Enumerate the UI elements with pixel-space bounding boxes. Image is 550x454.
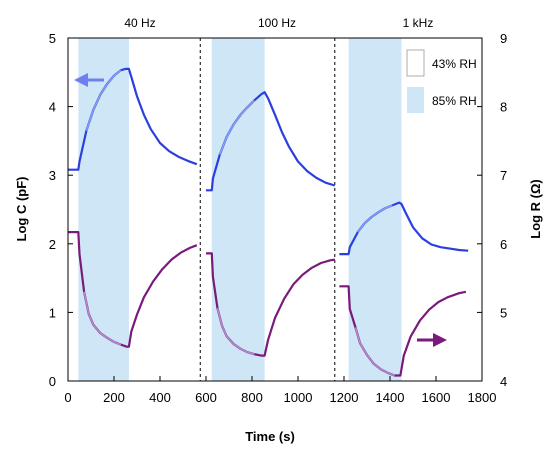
y-right-tick-label: 4 [500, 374, 507, 389]
series-left-segment-2-inner [357, 204, 393, 233]
y-right-tick-label: 8 [500, 100, 507, 115]
legend-swatch-0 [406, 49, 425, 77]
y-right-axis-title: Log R (Ω) [528, 179, 543, 239]
series-right-segment-1-inner [216, 308, 255, 355]
y-left-tick-label: 3 [49, 168, 56, 183]
panel-labels: 40 Hz 100 Hz 1 kHz [124, 16, 433, 30]
y-left-tick-label: 1 [49, 305, 56, 320]
plot-border [67, 37, 483, 382]
legend-label-0: 43% RH [432, 57, 477, 71]
rh85-band-2 [348, 38, 402, 381]
rh85-band-0 [78, 38, 129, 381]
panel-label-0: 40 Hz [124, 16, 155, 30]
y-left-axis-ticks: 0 1 2 3 4 5 [49, 31, 73, 389]
x-tick-label: 0 [64, 390, 71, 405]
x-tick-label: 1800 [468, 390, 497, 405]
plot-frame [67, 37, 483, 382]
left-axis-arrow-head [74, 73, 88, 87]
y-right-tick-label: 6 [500, 237, 507, 252]
y-left-axis-title: Log C (pF) [14, 177, 29, 242]
x-tick-label: 800 [241, 390, 263, 405]
series-lines [68, 67, 469, 377]
rh85-band-1 [211, 38, 265, 381]
panel-label-2: 1 kHz [403, 16, 434, 30]
panel-label-1: 100 Hz [258, 16, 296, 30]
x-axis-ticks: 0 200 400 600 800 1000 1200 1400 1600 1800 [64, 376, 496, 405]
y-right-tick-label: 9 [500, 31, 507, 46]
legend: 43% RH 85% RH [406, 49, 477, 113]
x-tick-label: 200 [103, 390, 125, 405]
x-tick-label: 1000 [284, 390, 313, 405]
series-left-segment-0-inner [85, 69, 122, 131]
series-right-segment-0-inner [83, 291, 122, 346]
x-tick-label: 1600 [422, 390, 451, 405]
y-left-tick-label: 0 [49, 374, 56, 389]
right-axis-arrow-head [433, 333, 447, 347]
x-tick-label: 1200 [330, 390, 359, 405]
y-left-tick-label: 5 [49, 31, 56, 46]
series-left-segment-1-inner [219, 99, 255, 155]
x-axis-title: Time (s) [245, 429, 295, 444]
series-right-segment-2-inner [354, 327, 395, 377]
y-left-tick-label: 2 [49, 237, 56, 252]
x-tick-label: 400 [149, 390, 171, 405]
legend-label-1: 85% RH [432, 94, 477, 108]
y-right-tick-label: 5 [500, 305, 507, 320]
x-tick-label: 600 [195, 390, 217, 405]
rh85-bands [78, 38, 402, 381]
y-right-tick-label: 7 [500, 168, 507, 183]
y-right-axis-ticks: 4 5 6 7 8 9 [477, 31, 507, 389]
axis-arrows [74, 73, 447, 347]
legend-swatch-1 [407, 87, 424, 113]
y-left-tick-label: 4 [49, 100, 56, 115]
x-tick-label: 1400 [376, 390, 405, 405]
